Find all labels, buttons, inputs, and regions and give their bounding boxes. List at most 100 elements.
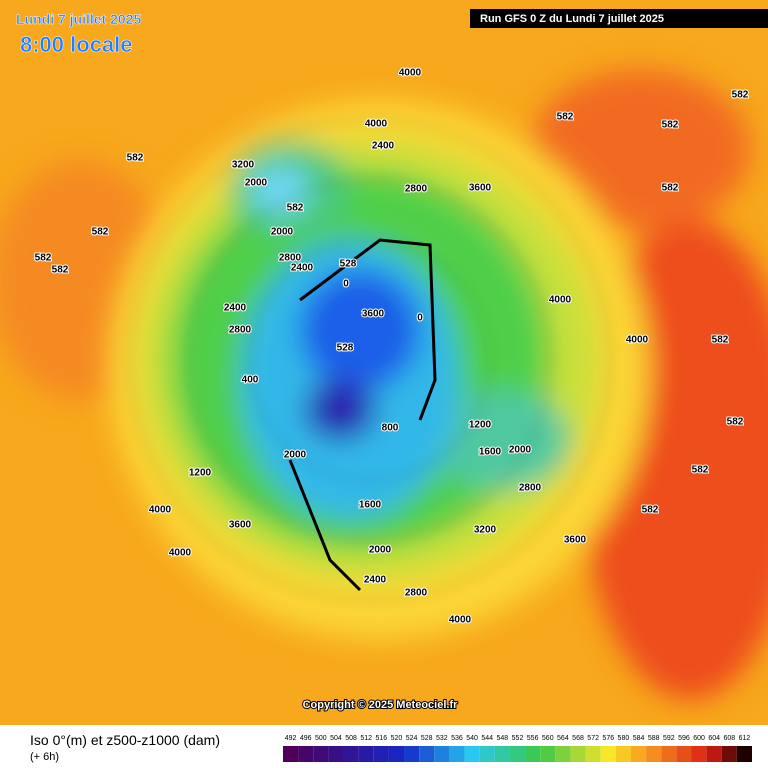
legend-swatch xyxy=(373,746,389,762)
legend-label: 604 xyxy=(708,735,720,742)
legend-label: 520 xyxy=(391,735,403,742)
legend-label: 492 xyxy=(285,735,297,742)
contour-label: 2800 xyxy=(229,325,252,336)
contour-label: 582 xyxy=(557,112,574,123)
contour-label: 582 xyxy=(287,203,304,214)
contour-label: 2800 xyxy=(405,184,428,195)
contour-label: 528 xyxy=(340,259,357,270)
legend-label: 508 xyxy=(345,735,357,742)
legend-swatch xyxy=(600,746,616,762)
legend-label: 564 xyxy=(557,735,569,742)
contour-label: 0 xyxy=(343,279,349,290)
legend-label: 572 xyxy=(587,735,599,742)
legend-swatch xyxy=(283,746,299,762)
contour-label: 1600 xyxy=(479,447,502,458)
contour-label: 2800 xyxy=(279,253,302,264)
legend-label: 524 xyxy=(406,735,418,742)
legend-swatch xyxy=(570,746,586,762)
legend-swatch xyxy=(661,746,677,762)
contour-label: 1200 xyxy=(469,420,492,431)
contour-label: 582 xyxy=(35,253,52,264)
contour-label: 582 xyxy=(662,183,679,194)
contour-label: 0 xyxy=(417,313,423,324)
legend-swatch xyxy=(555,746,571,762)
zero-isotherm xyxy=(288,238,437,592)
contour-label: 2000 xyxy=(284,450,307,461)
contour-label: 582 xyxy=(52,265,69,276)
legend-label: 552 xyxy=(512,735,524,742)
contour-label: 4000 xyxy=(169,548,192,559)
legend-swatch xyxy=(646,746,662,762)
legend-label: 496 xyxy=(300,735,312,742)
contour-label: 3600 xyxy=(469,183,492,194)
contour-label: 582 xyxy=(642,505,659,516)
legend-label: 568 xyxy=(572,735,584,742)
legend-swatch xyxy=(358,746,374,762)
contour-label: 3200 xyxy=(232,160,255,171)
legend-label: 536 xyxy=(451,735,463,742)
contour-label: 2000 xyxy=(245,178,268,189)
legend-swatch xyxy=(479,746,495,762)
legend-swatch xyxy=(721,746,737,762)
color-legend: 492 496 500 504 508 512 516 520 524 528 532 536 540 5… xyxy=(283,735,752,762)
contour-label: 582 xyxy=(727,417,744,428)
run-box xyxy=(470,9,768,28)
legend-swatch xyxy=(540,746,556,762)
legend-swatch xyxy=(388,746,405,762)
legend-label: 532 xyxy=(436,735,448,742)
legend-label: 504 xyxy=(330,735,342,742)
legend-swatch xyxy=(343,746,359,762)
contour-label: 2400 xyxy=(291,263,314,274)
contour-label: 3600 xyxy=(229,520,252,531)
contour-label: 2800 xyxy=(405,588,428,599)
contour-label: 800 xyxy=(382,423,399,434)
contour-label: 582 xyxy=(692,465,709,476)
map-field xyxy=(0,0,768,725)
contour-label: 3200 xyxy=(474,525,497,536)
legend-swatch xyxy=(706,746,722,762)
legend-swatch xyxy=(419,746,435,762)
legend-label: 540 xyxy=(466,735,478,742)
copyright: Copyright © 2025 Meteociel.fr xyxy=(303,699,459,711)
contour-label: 3600 xyxy=(564,535,587,546)
legend-swatch xyxy=(585,746,601,762)
run-label: Run GFS 0 Z du Lundi 7 juillet 2025 xyxy=(480,13,664,25)
legend-label: 608 xyxy=(723,735,735,742)
step: (+ 6h) xyxy=(30,751,59,763)
legend-swatch xyxy=(509,746,526,762)
legend-label: 548 xyxy=(497,735,509,742)
legend-swatch xyxy=(494,746,510,762)
contour-label: 3600 xyxy=(362,309,385,320)
legend-label: 500 xyxy=(315,735,327,742)
contour-label: 582 xyxy=(92,227,109,238)
legend-label: 588 xyxy=(648,735,660,742)
contour-label: 2400 xyxy=(372,141,395,152)
contour-label: 582 xyxy=(732,90,749,101)
time-label: 8:00 locale xyxy=(20,32,133,57)
contour-label: 4000 xyxy=(149,505,172,516)
legend-swatch xyxy=(404,746,420,762)
legend-swatch xyxy=(434,746,450,762)
legend-label: 512 xyxy=(360,735,372,742)
contour-label: 4000 xyxy=(626,335,649,346)
legend-swatch xyxy=(676,746,692,762)
legend-label: 580 xyxy=(618,735,630,742)
contour-label: 400 xyxy=(242,375,259,386)
legend-label: 516 xyxy=(375,735,387,742)
legend-swatch xyxy=(464,746,480,762)
contour-label: 582 xyxy=(127,153,144,164)
contour-label: 2000 xyxy=(271,227,294,238)
legend-swatch xyxy=(615,746,631,762)
legend-label: 576 xyxy=(602,735,614,742)
legend-label: 596 xyxy=(678,735,690,742)
legend-label: 560 xyxy=(542,735,554,742)
contour-label: 2000 xyxy=(369,545,392,556)
contour-label: 4000 xyxy=(549,295,572,306)
legend-swatch xyxy=(328,746,344,762)
legend-swatch xyxy=(736,746,752,762)
date-label: Lundi 7 juillet 2025 xyxy=(16,11,141,27)
contour-label: 582 xyxy=(712,335,729,346)
contour-label: 2000 xyxy=(509,445,532,456)
legend-label: 544 xyxy=(481,735,493,742)
